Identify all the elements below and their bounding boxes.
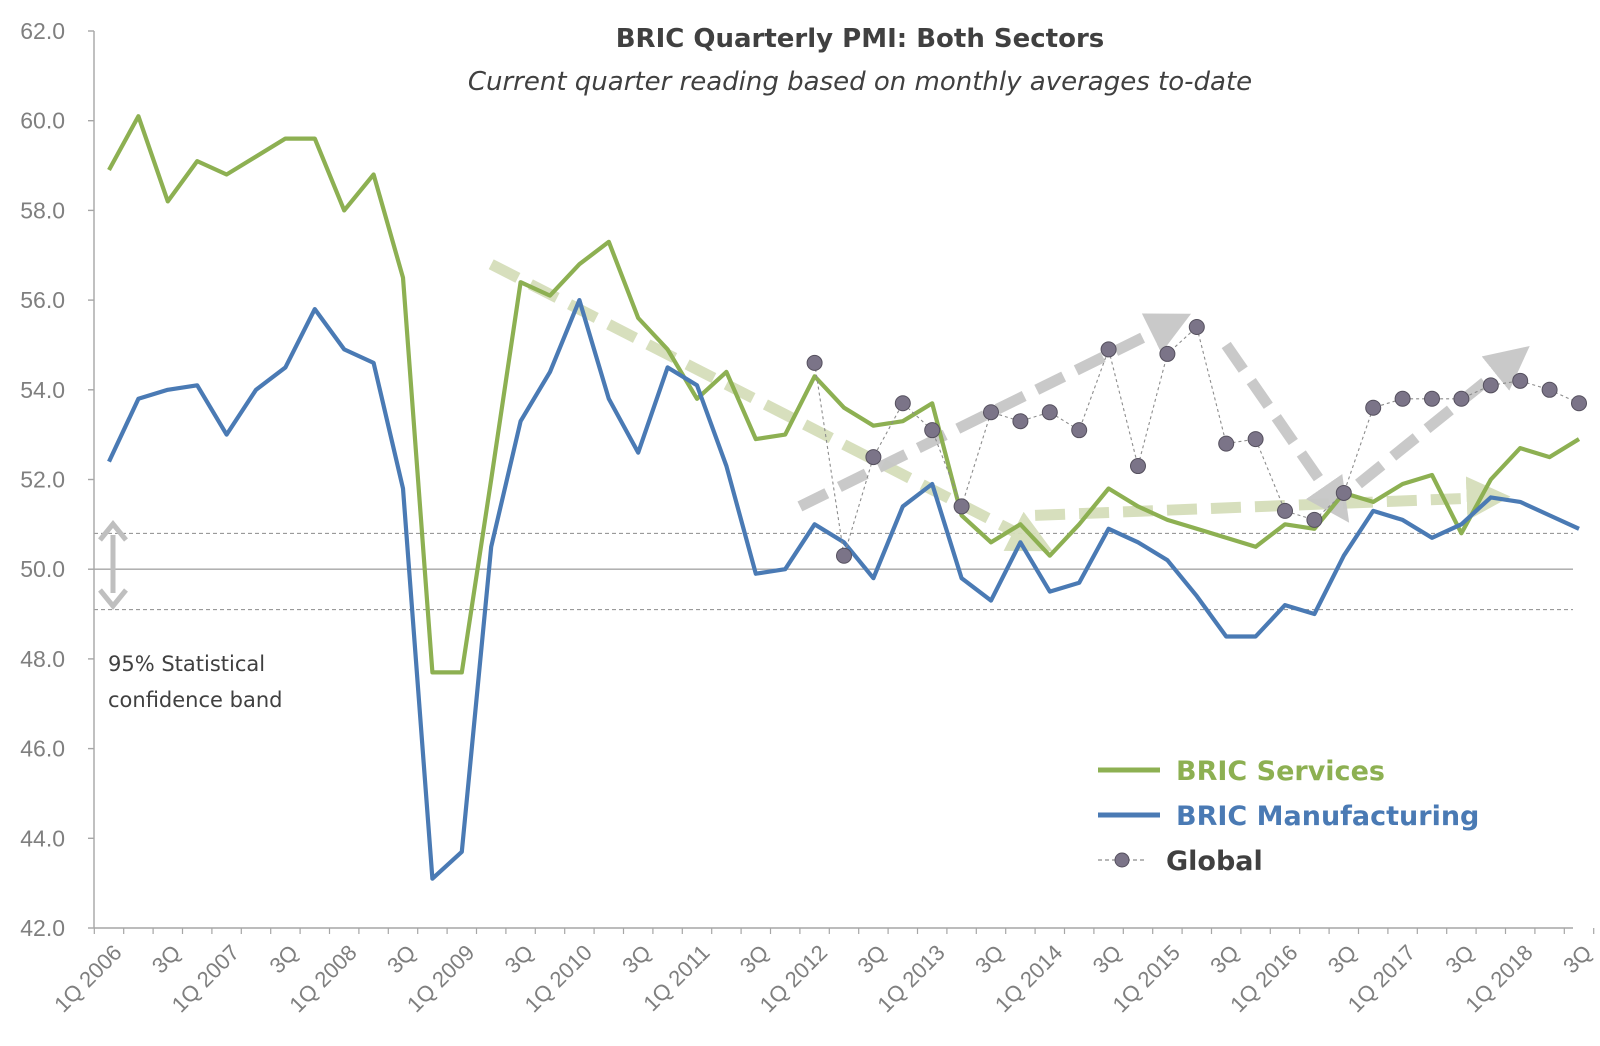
y-tick-label: 44.0 [20, 825, 65, 851]
legend-global-label: Global [1166, 846, 1263, 877]
chart-title: BRIC Quarterly PMI: Both Sectors [616, 24, 1105, 54]
global-point [865, 449, 882, 466]
legend: BRIC Services BRIC Manufacturing Global [1098, 756, 1479, 877]
global-point [1071, 422, 1088, 439]
y-tick-label: 58.0 [20, 197, 65, 223]
series-lines [107, 114, 1587, 881]
global-point [1512, 372, 1529, 389]
chart-subtitle: Current quarter reading based on monthly… [468, 67, 1252, 97]
x-tick-label: 3Q [617, 940, 655, 978]
confidence-band-annotation: 95% Statistical confidence band [98, 520, 282, 712]
global-point [1394, 390, 1411, 407]
legend-item-services: BRIC Services [1098, 756, 1385, 787]
trend-arrow-4 [1221, 341, 1350, 523]
y-tick-label: 52.0 [20, 467, 65, 493]
y-tick-label: 48.0 [20, 646, 65, 672]
legend-item-manufacturing: BRIC Manufacturing [1098, 801, 1479, 832]
global-point [1218, 435, 1235, 452]
global-point [1247, 431, 1264, 448]
global-point [894, 395, 911, 412]
legend-global-marker [1114, 852, 1130, 868]
y-tick-label: 54.0 [20, 377, 65, 403]
global-point [1041, 404, 1058, 421]
series-global [806, 319, 1587, 564]
trend-arrows [488, 259, 1530, 552]
y-tick-label: 46.0 [20, 736, 65, 762]
x-tick-label: 1Q 2011 [638, 940, 714, 1016]
series-bric-services [107, 114, 1581, 675]
band-label-line1: 95% Statistical [108, 652, 265, 676]
series-bric-manufacturing [107, 298, 1580, 881]
global-point [1306, 511, 1323, 528]
global-point [1453, 390, 1470, 407]
global-point [1424, 390, 1440, 407]
series-line-bric-services [107, 114, 1581, 675]
global-point [1159, 345, 1176, 362]
legend-services-label: BRIC Services [1176, 756, 1385, 787]
global-point [983, 404, 999, 421]
x-tick-label: 3Q [1323, 940, 1361, 978]
series-line-global [814, 326, 1580, 557]
band-label-line2: confidence band [108, 688, 282, 712]
global-point [1571, 395, 1587, 412]
legend-manufacturing-label: BRIC Manufacturing [1176, 801, 1479, 832]
x-tick-label: 3Q [382, 940, 420, 978]
y-tick-label: 56.0 [20, 287, 65, 313]
global-point [1100, 341, 1117, 358]
trend-arrow-2 [1034, 476, 1511, 521]
global-point [1335, 484, 1352, 501]
y-tick-label: 60.0 [20, 108, 65, 134]
y-axis-ticks: 42.0 44.0 46.0 48.0 50.0 52.0 54.0 56.0 58.0 60.0… [20, 18, 94, 941]
band-arrow-head-down [98, 588, 128, 610]
global-point [1365, 399, 1382, 416]
global-point [953, 498, 970, 515]
x-tick-label: 3Q [735, 940, 773, 978]
global-point [806, 354, 823, 371]
global-point [924, 422, 941, 439]
global-point [1012, 413, 1029, 430]
global-point [1130, 458, 1146, 475]
series-line-bric-manufacturing [107, 298, 1580, 881]
global-point [1541, 381, 1558, 398]
global-point [1277, 502, 1293, 519]
axes [93, 31, 1573, 929]
x-tick-label: 3Q [970, 940, 1008, 978]
reference-lines [94, 532, 1573, 611]
legend-item-global: Global [1098, 846, 1263, 877]
y-tick-label: 50.0 [20, 556, 65, 582]
x-tick-label: 1Q 2006 [49, 940, 126, 1017]
trend-arrow-1 [488, 259, 1053, 552]
x-tick-label: 3Q [500, 940, 538, 978]
global-point [1188, 319, 1205, 336]
x-tick-label: 3Q [1205, 940, 1243, 978]
band-arrow-head-up [98, 520, 128, 542]
x-tick-label: 3Q [1558, 940, 1596, 978]
y-tick-label: 42.0 [20, 915, 65, 941]
x-tick-label: 3Q [147, 940, 185, 978]
trend-arrow-3 [797, 313, 1192, 512]
x-tick-label: 3Q [1088, 940, 1126, 978]
y-tick-label: 62.0 [20, 18, 65, 44]
trend-arrow-5 [1355, 345, 1530, 489]
x-tick-label: 3Q [1440, 940, 1478, 978]
global-point [836, 547, 852, 564]
x-tick-label: 3Q [264, 940, 302, 978]
global-point [1482, 377, 1499, 394]
x-tick-label: 3Q [852, 940, 890, 978]
